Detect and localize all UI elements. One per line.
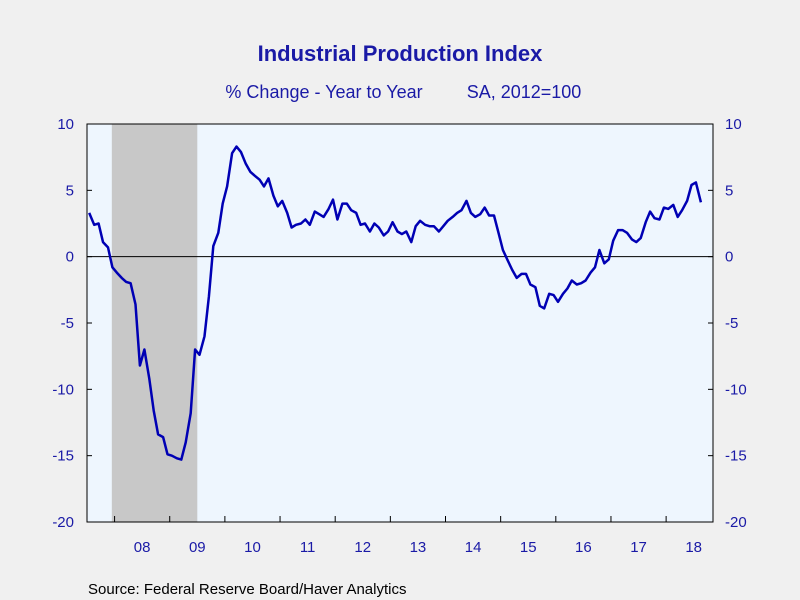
- recession-shading: [111, 124, 198, 522]
- y-tick-label-right: -20: [725, 514, 747, 531]
- y-tick-label-right: -10: [725, 381, 747, 398]
- y-tick-label-left: -15: [52, 448, 74, 465]
- x-tick-label: 08: [134, 539, 151, 556]
- x-tick-label: 16: [575, 539, 592, 556]
- x-tick-label: 10: [244, 539, 261, 556]
- x-tick-label: 17: [630, 539, 647, 556]
- series-line: [88, 145, 703, 461]
- chart-subtitle: % Change - Year to Year: [225, 82, 422, 102]
- y-tick-label-left: -10: [52, 381, 74, 398]
- x-tick-label: 15: [520, 539, 537, 556]
- x-tick-label: 12: [354, 539, 371, 556]
- y-tick-label-left: -20: [52, 514, 74, 531]
- x-tick-label: 14: [465, 539, 482, 556]
- chart-subtitle-note: SA, 2012=100: [467, 82, 582, 102]
- x-tick-label: 11: [300, 539, 316, 556]
- x-tick-label: 09: [189, 539, 206, 556]
- y-tick-label-right: 10: [725, 116, 742, 133]
- y-tick-label-left: -5: [61, 315, 74, 332]
- y-tick-label-left: 0: [66, 249, 74, 266]
- y-tick-label-right: -5: [725, 315, 738, 332]
- x-tick-label: 18: [685, 539, 702, 556]
- plot-frame: [86, 123, 714, 523]
- chart-title: Industrial Production Index: [258, 41, 544, 66]
- y-tick-label-right: 5: [725, 182, 733, 199]
- plot-area: 10 10 5 5 0 0 -5 -5 -10 -10 -15 -15 -20 -20 08 09 10 11 12…: [52, 116, 746, 556]
- y-tick-label-right: -15: [725, 448, 747, 465]
- y-tick-label-left: 5: [66, 182, 74, 199]
- y-tick-label-right: 0: [725, 249, 733, 266]
- y-tick-label-left: 10: [57, 116, 74, 133]
- source-note: Source: Federal Reserve Board/Haver Anal…: [88, 581, 406, 598]
- x-tick-label: 13: [410, 539, 427, 556]
